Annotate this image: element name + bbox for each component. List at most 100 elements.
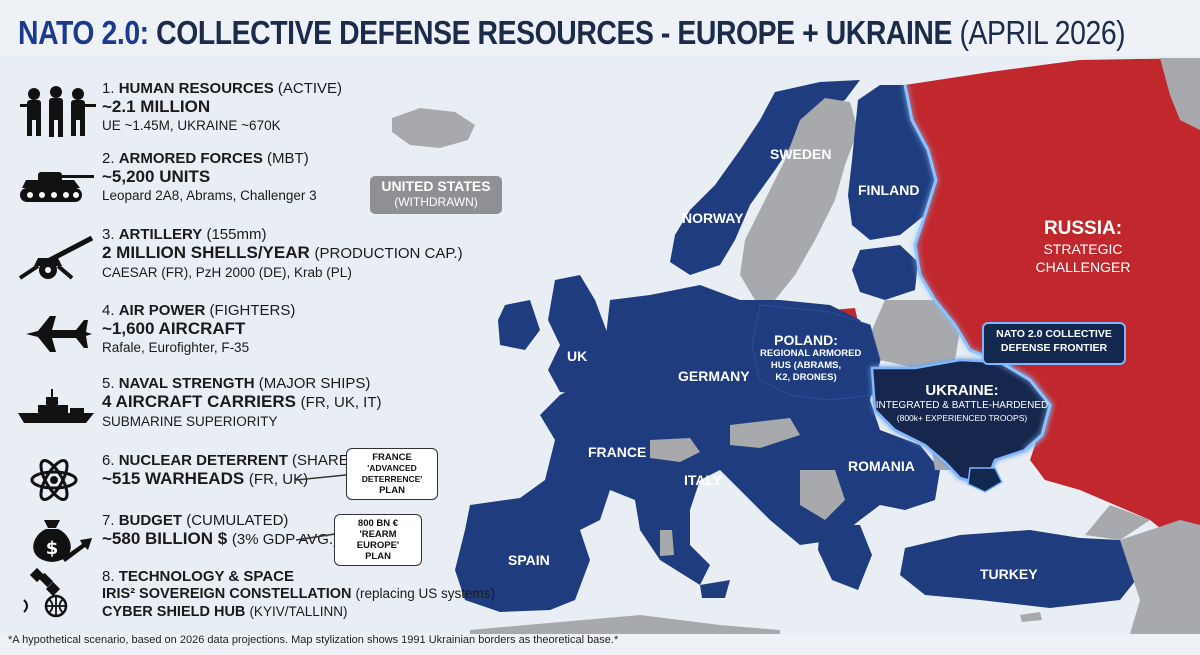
- resource-value: 4 AIRCRAFT CARRIERS: [102, 392, 296, 411]
- artillery-icon: [18, 235, 94, 280]
- resource-detail: SUBMARINE SUPERIORITY: [102, 414, 278, 429]
- resource-value: ~5,200 UNITS: [102, 167, 211, 186]
- resource-item-artillery: 3. ARTILLERY (155mm) 2 MILLION SHELLS/YE…: [14, 226, 484, 292]
- header: NATO 2.0: COLLECTIVE DEFENSE RESOURCES -…: [0, 0, 1200, 62]
- resource-value-note: (FR, UK): [248, 471, 309, 488]
- title-date: (APRIL 2026): [959, 14, 1126, 51]
- label-sweden: SWEDEN: [770, 146, 832, 162]
- resource-value: ~580 BILLION $: [102, 529, 228, 548]
- resource-value: ~1,600 AIRCRAFT: [102, 319, 246, 338]
- poland-name: POLAND:: [774, 332, 838, 348]
- label-romania: ROMANIA: [848, 458, 915, 474]
- label-italy: ITALY: [684, 472, 723, 488]
- resource-detail: Leopard 2A8, Abrams, Challenger 3: [102, 188, 317, 203]
- label-defense-frontier: NATO 2.0 COLLECTIVE DEFENSE FRONTIER: [982, 322, 1126, 365]
- sweden-territory: [740, 98, 858, 300]
- tank-icon: [20, 172, 94, 202]
- resource-item-technology: 8. TECHNOLOGY & SPACE IRIS² SOVEREIGN CO…: [14, 566, 495, 632]
- ukraine-line3: (800k+ EXPERIENCED TROOPS): [896, 413, 1028, 423]
- resource-qualifier: (FIGHTERS): [209, 302, 296, 319]
- baltic-states: [852, 245, 918, 300]
- label-ukraine: UKRAINE: INTEGRATED & BATTLE-HARDENED (8…: [872, 382, 1052, 424]
- uk-territory: [548, 275, 615, 395]
- callout-nuclear-line3: PLAN: [379, 485, 405, 496]
- callout-nuclear-plan: FRANCE 'ADVANCED DETERRENCE' PLAN: [346, 448, 438, 500]
- resource-label: BUDGET: [118, 512, 183, 529]
- defense-frontier-line: [903, 84, 1052, 452]
- iceland: [392, 108, 475, 148]
- greece-territory: [818, 525, 872, 590]
- label-russia: RUSSIA: STRATEGIC CHALLENGER: [1028, 218, 1138, 276]
- resource-qualifier: (ACTIVE): [277, 80, 343, 97]
- frontier-line1: NATO 2.0 COLLECTIVE: [996, 328, 1112, 340]
- north-africa-land: [470, 615, 780, 634]
- middle-east-land: [1120, 520, 1200, 634]
- poland-line2: REGIONAL ARMORED: [760, 348, 862, 359]
- resource-value-note: (FR, UK, IT): [300, 394, 382, 411]
- caucasus-land: [1085, 505, 1150, 540]
- resource-item-budget: $ 7. BUDGET (CUMULATED) ~580 BILLION $ (…: [14, 508, 484, 574]
- warship-icon: [18, 389, 94, 423]
- far-east-land: [1160, 58, 1200, 130]
- resource-qualifier: (CUMULATED): [186, 512, 289, 529]
- poland-line4: K2, DRONES): [775, 372, 837, 383]
- page-title: NATO 2.0: COLLECTIVE DEFENSE RESOURCES -…: [18, 14, 1126, 52]
- sardinia: [660, 530, 674, 556]
- frontier-line2: DEFENSE FRONTIER: [1000, 342, 1108, 354]
- resource-text-artillery: 3. ARTILLERY (155mm) 2 MILLION SHELLS/YE…: [102, 226, 463, 281]
- atom-icon: [30, 459, 78, 501]
- resource-value: 2 MILLION SHELLS/YEAR: [102, 243, 310, 262]
- resource-text-air: 4. AIR POWER (FIGHTERS) ~1,600 AIRCRAFT …: [102, 302, 295, 356]
- resource-value-note: (3% GDP AVG.): [231, 531, 339, 548]
- resource-text-budget: 7. BUDGET (CUMULATED) ~580 BILLION $ (3%…: [102, 512, 338, 550]
- resource-value-note: (replacing US systems): [355, 586, 496, 601]
- resource-detail: UE ~1.45M, UKRAINE ~670K: [102, 118, 281, 133]
- turkey-territory: [900, 530, 1140, 608]
- resource-text-technology: 8. TECHNOLOGY & SPACE IRIS² SOVEREIGN CO…: [102, 568, 495, 621]
- resource-number: 6.: [102, 452, 115, 469]
- callout-budget-line2: 'REARM EUROPE': [356, 529, 400, 551]
- resource-qualifier: (MAJOR SHIPS): [258, 375, 371, 392]
- title-accent: NATO 2.0:: [18, 14, 149, 51]
- resource-text-nuclear: 6. NUCLEAR DETERRENT (SHARED) ~515 WARHE…: [102, 452, 365, 490]
- resource-item-air: 4. AIR POWER (FIGHTERS) ~1,600 AIRCRAFT …: [14, 302, 484, 368]
- resource-item-naval: 5. NAVAL STRENGTH (MAJOR SHIPS) 4 AIRCRA…: [14, 375, 484, 441]
- resource-item-human: 1. HUMAN RESOURCES (ACTIVE) ~2.1 MILLION…: [14, 80, 484, 146]
- resource-value-2: CYBER SHIELD HUB: [102, 604, 246, 620]
- ukraine-territory: [870, 358, 1052, 487]
- label-uk: UK: [567, 348, 588, 364]
- resource-label: ARMORED FORCES: [118, 150, 263, 167]
- label-spain: SPAIN: [508, 552, 550, 568]
- satellite-icon: [23, 567, 68, 618]
- resource-text-human: 1. HUMAN RESOURCES (ACTIVE) ~2.1 MILLION…: [102, 80, 342, 134]
- us-name: UNITED STATES: [381, 178, 491, 194]
- cyprus: [1020, 612, 1042, 622]
- label-finland: FINLAND: [858, 182, 920, 198]
- svg-text:$: $: [46, 538, 59, 559]
- resource-value-2-note: (KYIV/TALLINN): [249, 604, 348, 619]
- balkans-neutral-territory: [800, 470, 845, 520]
- ukraine-name: UKRAINE:: [925, 382, 999, 399]
- norway-territory: [670, 80, 860, 275]
- resource-number: 1.: [102, 80, 115, 97]
- resource-detail: Rafale, Eurofighter, F-35: [102, 340, 250, 355]
- callout-budget-line3: PLAN: [365, 551, 391, 562]
- label-france: FRANCE: [588, 444, 647, 460]
- label-poland: POLAND: REGIONAL ARMORED HUS (ABRAMS, K2…: [760, 332, 862, 384]
- soldiers-icon: [20, 86, 96, 137]
- resource-number: 4.: [102, 302, 115, 319]
- callout-nuclear-line2: 'ADVANCED DETERRENCE': [361, 463, 423, 484]
- russia-territory: [905, 58, 1200, 540]
- label-norway: NORWAY: [682, 210, 744, 226]
- resource-value: ~2.1 MILLION: [102, 97, 211, 116]
- resource-number: 3.: [102, 226, 115, 243]
- callout-budget-line1: 800 BN €: [357, 518, 399, 529]
- crimea: [967, 467, 1003, 493]
- resource-value: IRIS² SOVEREIGN CONSTELLATION: [102, 586, 352, 602]
- resource-number: 2.: [102, 150, 115, 167]
- money-bag-icon: $: [33, 520, 92, 562]
- us-status: (WITHDRAWN): [394, 195, 478, 209]
- footer-disclaimer: *A hypothetical scenario, based on 2026 …: [8, 634, 619, 646]
- resource-qualifier: (MBT): [267, 150, 309, 167]
- label-us: UNITED STATES (WITHDRAWN): [370, 176, 502, 214]
